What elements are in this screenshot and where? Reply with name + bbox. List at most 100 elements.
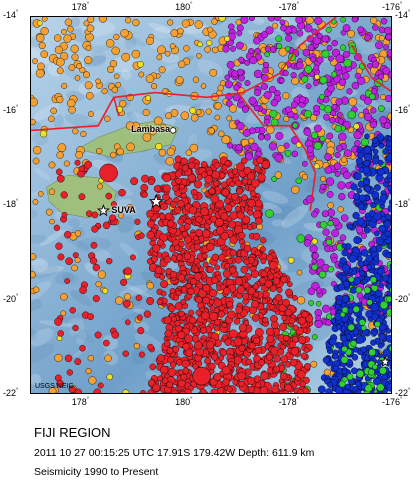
quake-depth-33-70: [277, 144, 286, 153]
quake-depth-0-33: [228, 171, 235, 178]
quake-depth-0-33: [241, 215, 251, 224]
quake-depth-150-300: [368, 93, 376, 100]
quake-depth-150-300: [379, 300, 389, 310]
quake-depth-70-150: [102, 287, 109, 294]
quake-depth-0-33: [64, 354, 73, 363]
bathymetry-texture: [71, 28, 89, 43]
quake-depth-33-70: [297, 296, 306, 305]
quake-depth-0-33: [224, 203, 233, 212]
quake-depth-0-33: [181, 231, 189, 238]
quake-depth-0-33: [180, 373, 188, 381]
quake-depth-33-70: [76, 63, 82, 70]
quake-depth-0-33: [224, 263, 231, 270]
quake-depth-300-500: [291, 101, 298, 109]
quake-depth-500-800: [384, 230, 391, 237]
quake-depth-300-500: [316, 287, 323, 294]
bathymetry-texture: [134, 332, 162, 351]
quake-depth-0-33: [188, 161, 196, 169]
quake-depth-150-300: [341, 345, 348, 353]
quake-depth-0-33: [87, 313, 94, 321]
quake-depth-0-33: [74, 358, 82, 365]
quake-depth-70-150: [145, 95, 152, 102]
quake-depth-0-33: [289, 358, 298, 367]
quake-depth-0-33: [248, 342, 256, 350]
quake-depth-0-33: [233, 318, 241, 325]
quake-depth-0-33: [162, 184, 171, 193]
quake-depth-33-70: [131, 49, 141, 59]
quake-depth-500-800: [387, 171, 391, 179]
quake-depth-300-500: [357, 76, 366, 85]
map-frame[interactable]: Lambasa SUVA USGS NEIC: [30, 16, 392, 394]
quake-depth-500-800: [363, 226, 371, 234]
bathymetry-texture: [31, 190, 42, 203]
lon-tick-label-bottom: 178°: [71, 397, 90, 407]
quake-depth-500-800: [340, 275, 348, 282]
quake-depth-500-800: [389, 188, 391, 195]
bathymetry-texture: [31, 343, 55, 364]
quake-depth-300-500: [371, 60, 380, 69]
quake-depth-0-33: [147, 389, 154, 393]
quake-depth-0-33: [89, 257, 98, 265]
quake-depth-0-33: [160, 290, 167, 297]
quake-depth-150-300: [358, 319, 366, 326]
quake-depth-0-33: [303, 363, 311, 370]
quake-depth-0-33: [257, 173, 266, 182]
quake-depth-500-800: [385, 252, 391, 259]
quake-depth-70-150: [311, 238, 318, 245]
bathymetry-texture: [86, 109, 107, 124]
quake-depth-150-300: [364, 384, 373, 393]
quake-depth-500-800: [373, 184, 381, 191]
quake-depth-150-300: [388, 345, 391, 352]
quake-depth-0-33: [224, 197, 231, 204]
quake-depth-150-300: [331, 71, 338, 78]
quake-depth-300-500: [262, 61, 270, 69]
quake-depth-300-500: [351, 17, 358, 23]
quake-depth-0-33: [102, 221, 111, 230]
lat-tick-label-right: -22°: [395, 388, 411, 398]
quake-depth-33-70: [54, 45, 63, 54]
quake-depth-33-70: [35, 68, 45, 78]
quake-depth-300-500: [233, 84, 240, 91]
quake-depth-33-70: [68, 106, 76, 114]
quake-depth-0-33: [57, 253, 65, 261]
quake-depth-0-33: [285, 309, 293, 317]
quake-depth-0-33: [53, 224, 60, 231]
quake-depth-0-33: [157, 354, 165, 362]
quake-depth-0-33: [147, 343, 154, 351]
quake-depth-300-500: [325, 177, 335, 186]
quake-depth-300-500: [360, 232, 367, 239]
quake-depth-150-300: [356, 369, 365, 378]
quake-depth-150-300: [269, 109, 278, 118]
quake-depth-33-70: [170, 29, 179, 37]
quake-depth-0-33: [146, 209, 154, 218]
quake-depth-0-33: [236, 162, 245, 172]
quake-depth-33-70: [113, 33, 120, 40]
quake-depth-33-70: [115, 296, 124, 305]
quake-depth-500-800: [370, 339, 377, 346]
quake-depth-150-300: [319, 104, 326, 111]
quake-depth-300-500: [313, 64, 320, 71]
quake-depth-0-33: [213, 373, 222, 382]
quake-depth-500-800: [389, 267, 391, 273]
quake-depth-0-33: [56, 174, 65, 183]
quake-depth-0-33: [170, 255, 177, 262]
quake-depth-0-33: [255, 346, 263, 355]
bathymetry-texture: [130, 112, 140, 119]
quake-depth-0-33: [69, 307, 76, 314]
quake-depth-300-500: [306, 35, 314, 43]
quake-depth-0-33: [175, 290, 182, 296]
quake-depth-0-33: [148, 379, 156, 387]
quake-depth-33-70: [271, 22, 278, 29]
quake-depth-33-70: [185, 149, 193, 156]
quake-depth-300-500: [231, 70, 239, 78]
quake-depth-33-70: [48, 188, 56, 195]
quake-depth-0-33: [260, 237, 267, 244]
quake-depth-300-500: [240, 17, 249, 24]
quake-depth-33-70: [115, 81, 122, 88]
quake-depth-33-70: [109, 60, 118, 68]
quake-depth-33-70: [72, 128, 79, 135]
quake-depth-0-33: [247, 172, 255, 181]
quake-depth-0-33: [171, 389, 179, 393]
quake-depth-33-70: [145, 74, 155, 83]
quake-depth-70-150: [313, 163, 320, 170]
